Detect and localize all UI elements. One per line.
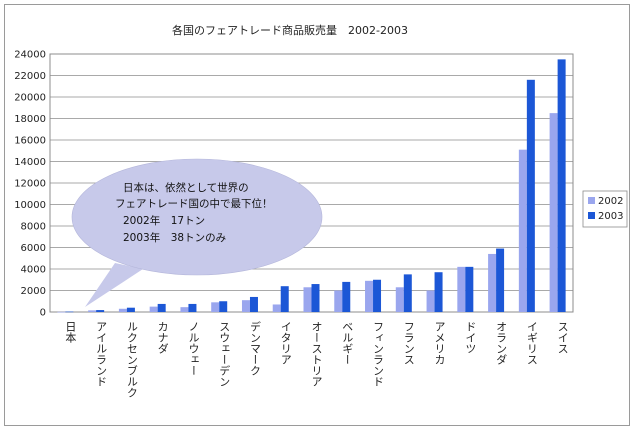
- bar-2002: [180, 307, 189, 312]
- y-tick-label: 6000: [21, 243, 46, 254]
- callout-text-line: 2002年 17トン: [123, 214, 205, 227]
- y-tick-label: 0: [40, 308, 46, 319]
- bar-2002: [395, 287, 404, 312]
- bar-2003: [311, 284, 320, 312]
- bar-2002: [118, 308, 127, 312]
- callout-text-line: 2003年 38トンのみ: [123, 231, 226, 244]
- y-tick-label: 16000: [14, 136, 46, 147]
- bar-2003: [557, 59, 566, 312]
- chart-title: 各国のフェアトレード商品販売量 2002-2003: [172, 23, 408, 37]
- bar-2002: [518, 149, 527, 312]
- bar-2003: [65, 311, 74, 313]
- bar-2002: [365, 280, 374, 312]
- x-category-label: フランス: [402, 321, 415, 365]
- bar-2003: [403, 274, 412, 312]
- y-tick-label: 12000: [14, 179, 46, 190]
- x-category-label: ノルウェー: [187, 321, 200, 376]
- x-category-label: アイルランド: [95, 321, 108, 387]
- bar-2003: [342, 281, 351, 312]
- y-tick-label: 10000: [14, 200, 46, 211]
- x-category-label: ベルギー: [341, 321, 354, 365]
- bar-2003: [249, 296, 258, 312]
- bars: [57, 59, 566, 313]
- bar-2002: [57, 311, 66, 313]
- y-tick-label: 22000: [14, 71, 46, 82]
- y-tick-label: 8000: [21, 222, 46, 233]
- bar-2003: [188, 303, 197, 312]
- callout-tail: [85, 263, 143, 307]
- x-category-label: オランダ: [495, 321, 508, 365]
- legend-label-2003: 2003: [598, 211, 623, 222]
- x-category-label: イタリア: [279, 321, 292, 365]
- bar-2003: [219, 301, 228, 312]
- bar-2003: [496, 248, 505, 312]
- bar-2003: [280, 286, 289, 312]
- bar-2003: [373, 279, 382, 312]
- bar-2002: [549, 113, 558, 312]
- bar-2003: [465, 266, 474, 312]
- legend-swatch-2003: [588, 212, 595, 219]
- x-category-label: 日本: [64, 321, 77, 344]
- bar-2002: [457, 266, 466, 312]
- bar-2003: [434, 272, 443, 312]
- y-axis: 0 2000 4000 6000 8000 10000 12000 14000 16000 180…: [14, 50, 46, 319]
- y-tick-label: 14000: [14, 157, 46, 168]
- y-tick-label: 24000: [14, 50, 46, 61]
- bar-2002: [488, 253, 497, 312]
- x-axis: 日本 アイルランド ルクセンブルク カナダ ノルウェー スウェーデン デンマーク イタリア オー…: [64, 320, 569, 398]
- x-category-label: カナダ: [156, 321, 169, 354]
- x-category-label: ドイツ: [464, 321, 477, 354]
- legend-swatch-2002: [588, 197, 595, 204]
- x-category-label: アメリカ: [433, 321, 446, 365]
- bar-chart: 各国のフェアトレード商品販売量 2002-2003 0 2000 4000 6000 8…: [14, 23, 628, 398]
- legend-label-2002: 2002: [598, 196, 623, 207]
- legend: 2002 2003: [582, 190, 628, 228]
- bar-2003: [157, 303, 166, 312]
- y-tick-label: 2000: [21, 286, 46, 297]
- bar-2003: [526, 79, 535, 312]
- bar-2003: [126, 307, 135, 312]
- x-category-label: ルクセンブルク: [125, 321, 138, 398]
- x-category-label: イギリス: [525, 321, 538, 365]
- x-category-label: フィンランド: [372, 321, 385, 387]
- bar-2002: [303, 287, 312, 312]
- x-category-label: デンマーク: [248, 320, 261, 376]
- callout-bubble: [71, 158, 323, 276]
- bar-2002: [88, 310, 97, 312]
- bar-2002: [426, 290, 435, 312]
- y-tick-label: 4000: [21, 265, 46, 276]
- callout-text-line: 日本は、依然として世界の: [123, 181, 249, 194]
- bar-2002: [211, 302, 220, 312]
- y-tick-label: 20000: [14, 93, 46, 104]
- chart-frame: 各国のフェアトレード商品販売量 2002-2003 0 2000 4000 6000 8…: [4, 4, 630, 426]
- bar-2002: [241, 300, 250, 312]
- bar-2002: [149, 306, 158, 312]
- x-category-label: スイス: [556, 321, 569, 354]
- callout-text-line: フェアトレード国の中で最下位！: [115, 197, 273, 210]
- y-tick-label: 18000: [14, 114, 46, 125]
- x-category-label: オーストリア: [310, 321, 323, 387]
- x-category-label: スウェーデン: [218, 321, 231, 387]
- bar-2002: [334, 290, 343, 312]
- bar-2002: [272, 304, 281, 312]
- bar-2003: [96, 310, 105, 312]
